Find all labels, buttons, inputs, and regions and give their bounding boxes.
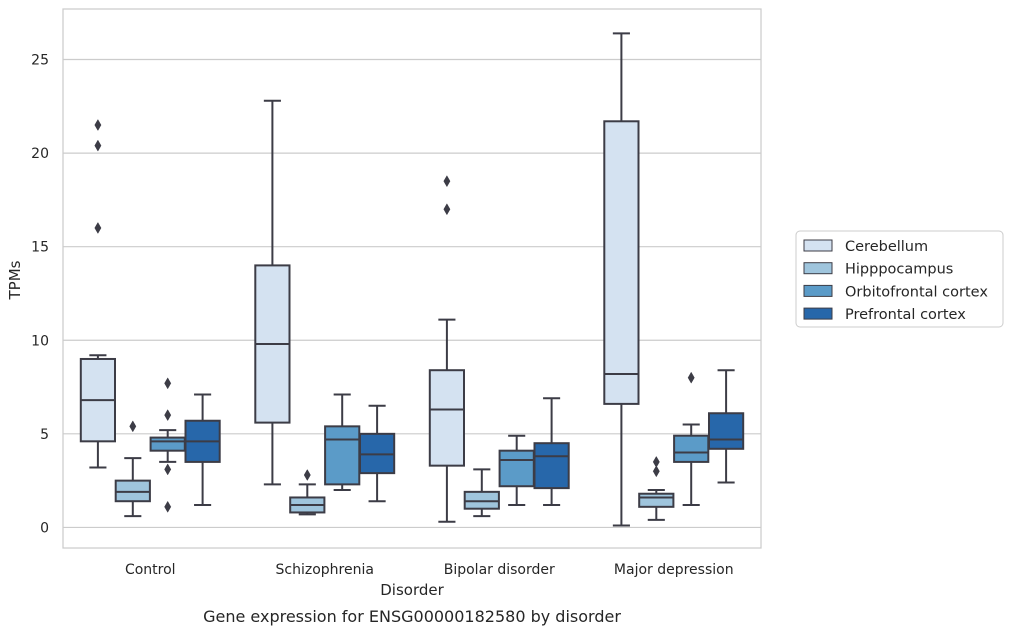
box-bipolar-disorder-orbitofrontal-cortex-body: [498, 449, 535, 488]
box-control-cerebellum-outlier-0: [94, 222, 102, 234]
box-control-orbitofrontal-cortex-body: [149, 436, 186, 452]
legend-item-orbitofrontal-cortex: Orbitofrontal cortex: [803, 284, 988, 300]
y-axis-label: TPMs: [6, 260, 24, 300]
x-axis-label: Disorder: [380, 581, 444, 599]
box-schizophrenia-prefrontal-cortex: [358, 404, 396, 503]
box-schizophrenia-cerebellum: [254, 99, 291, 486]
legend-swatch-cerebellum: [803, 239, 833, 252]
box-schizophrenia-orbitofrontal-cortex-body: [324, 425, 361, 486]
legend: Cerebellum Hipppocampus Orbitofrontal cort…: [795, 230, 1004, 328]
box-control-hipppocampus: [114, 420, 151, 518]
legend-swatch-orbitofrontal-cortex: [803, 284, 833, 297]
box-control-cerebellum: [79, 119, 117, 469]
box-bipolar-disorder-prefrontal-cortex-body: [533, 442, 570, 490]
box-schizophrenia-hipppocampus: [289, 469, 326, 516]
box-major-depression-hipppocampus-outlier-1: [652, 455, 660, 468]
chart-title: Gene expression for ENSG00000182580 by d…: [203, 607, 621, 626]
box-control-orbitofrontal-cortex: [149, 377, 186, 513]
box-control-orbitofrontal-cortex-outlier-2: [164, 409, 172, 422]
x-tick-label-schizophrenia: Schizophrenia: [276, 562, 374, 578]
legend-item-prefrontal-cortex: Prefrontal cortex: [803, 307, 966, 323]
box-schizophrenia-orbitofrontal-cortex: [324, 393, 361, 491]
legend-label-prefrontal-cortex: Prefrontal cortex: [845, 307, 966, 323]
y-tick-label-5: 5: [40, 427, 49, 443]
x-tick-label-bipolar-disorder: Bipolar disorder: [444, 562, 555, 578]
y-gridlines: [63, 58, 761, 529]
box-major-depression-hipppocampus-outlier-0: [652, 465, 660, 478]
y-tick-label-0: 0: [40, 520, 49, 536]
box-major-depression-orbitofrontal-cortex-outlier-0: [687, 371, 695, 384]
box-bipolar-disorder-cerebellum: [428, 175, 466, 523]
box-major-depression-prefrontal-cortex: [707, 369, 745, 484]
box-bipolar-disorder-prefrontal-cortex: [533, 397, 570, 506]
legend-frame: [795, 230, 1004, 328]
box-major-depression-cerebellum-body: [603, 120, 640, 405]
box-control-cerebellum-outlier-1: [94, 139, 102, 152]
box-control-cerebellum-outlier-2: [94, 119, 102, 131]
legend-swatch-prefrontal-cortex: [803, 307, 833, 320]
y-tick-label-25: 25: [31, 53, 49, 69]
box-major-depression-cerebellum: [603, 32, 640, 527]
legend-item-hipppocampus: Hipppocampus: [803, 262, 953, 278]
box-bipolar-disorder-cerebellum-outlier-1: [443, 175, 451, 188]
box-bipolar-disorder-cerebellum-body: [428, 369, 466, 467]
y-tick-labels: 0 5 10 15 20 25: [31, 53, 49, 537]
box-control-orbitofrontal-cortex-outlier-1: [164, 463, 172, 476]
box-bipolar-disorder-hipppocampus: [463, 468, 500, 518]
box-major-depression-hipppocampus: [638, 455, 675, 521]
box-control-orbitofrontal-cortex-outlier-3: [164, 377, 172, 390]
box-bipolar-disorder-orbitofrontal-cortex: [498, 434, 535, 506]
box-control-prefrontal-cortex: [184, 393, 221, 506]
x-tick-labels: Control Schizophrenia Bipolar disorder Majo…: [125, 562, 734, 578]
y-tick-label-15: 15: [31, 240, 49, 256]
plot-area-frame: [62, 8, 762, 549]
x-tick-label-major-depression: Major depression: [614, 562, 734, 578]
y-tick-label-10: 10: [31, 333, 49, 349]
box-control-hipppocampus-outlier-0: [129, 420, 137, 433]
box-bipolar-disorder-cerebellum-outlier-0: [443, 203, 451, 216]
x-tick-label-control: Control: [125, 562, 176, 578]
legend-label-cerebellum: Cerebellum: [845, 239, 928, 255]
box-major-depression-orbitofrontal-cortex-body: [673, 434, 710, 463]
box-series: [79, 32, 745, 527]
box-control-orbitofrontal-cortex-outlier-0: [164, 500, 172, 513]
legend-label-hipppocampus: Hipppocampus: [845, 262, 953, 278]
box-schizophrenia-hipppocampus-outlier-0: [303, 469, 311, 481]
box-major-depression-orbitofrontal-cortex: [673, 371, 710, 506]
legend-label-orbitofrontal-cortex: Orbitofrontal cortex: [845, 284, 988, 300]
y-tick-label-20: 20: [31, 146, 49, 162]
box-major-depression-prefrontal-cortex-body: [707, 412, 745, 450]
box-major-depression-hipppocampus-body: [638, 492, 675, 508]
legend-item-cerebellum: Cerebellum: [803, 239, 928, 255]
legend-swatch-hipppocampus: [803, 262, 833, 275]
